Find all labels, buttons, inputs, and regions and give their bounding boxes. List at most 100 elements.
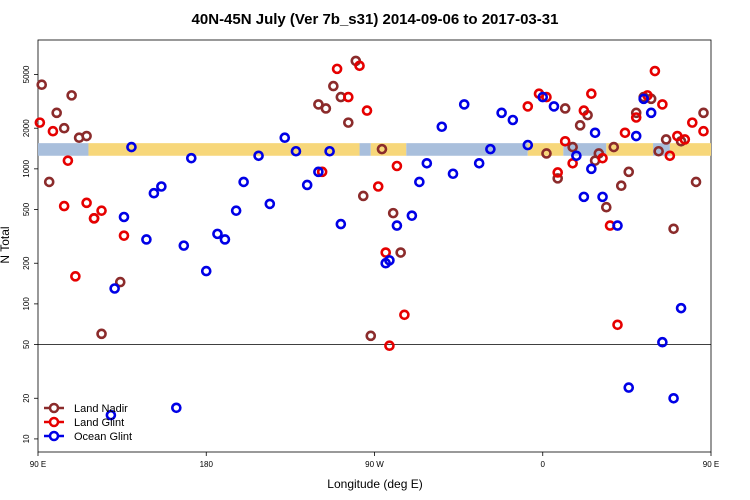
point-ocean-glint — [290, 145, 302, 157]
point-ocean-glint — [571, 150, 582, 162]
y-tick-label: 200 — [22, 256, 31, 270]
point-ocean-glint — [313, 166, 324, 178]
point-land-nadir — [574, 120, 586, 131]
point-land-nadir — [623, 166, 635, 178]
point-land-glint — [62, 155, 74, 166]
y-tick-label: 5000 — [22, 65, 31, 83]
point-ocean-glint — [118, 211, 130, 223]
point-land-nadir — [653, 145, 664, 157]
point-land-nadir — [81, 130, 92, 142]
point-ocean-glint — [148, 187, 160, 199]
point-ocean-glint — [522, 139, 534, 151]
point-land-glint — [58, 200, 70, 212]
point-land-glint — [343, 91, 354, 103]
y-tick-label: 50 — [22, 340, 31, 349]
point-land-glint — [372, 181, 384, 192]
point-land-nadir — [608, 141, 620, 153]
point-land-glint — [380, 247, 392, 258]
point-land-glint — [354, 60, 365, 72]
y-tick-label: 20 — [22, 393, 31, 402]
point-land-glint — [70, 271, 81, 282]
point-land-glint — [586, 88, 597, 100]
point-land-glint — [578, 105, 590, 116]
band-segment-ocean — [406, 143, 528, 156]
x-tick-label: 90 E — [30, 460, 46, 469]
point-land-glint — [657, 99, 668, 110]
point-land-nadir — [365, 330, 377, 342]
y-axis: 10 20 50 100 200 500 1000 2000 5000 — [22, 65, 38, 443]
legend-entry-land-nadir: Land Nadir — [44, 402, 128, 415]
legend-entry-ocean-glint: Ocean Glint — [44, 430, 132, 443]
point-land-glint — [361, 105, 373, 116]
y-tick-label: 100 — [22, 297, 31, 311]
point-ocean-glint — [537, 91, 549, 103]
point-ocean-glint — [279, 132, 291, 144]
point-ocean-glint — [597, 191, 608, 203]
point-ocean-glint — [623, 382, 635, 393]
point-land-nadir — [320, 103, 332, 114]
point-ocean-glint — [406, 210, 418, 221]
point-ocean-glint — [171, 402, 182, 414]
point-land-glint — [316, 166, 328, 178]
point-land-glint — [399, 309, 410, 321]
point-land-nadir — [114, 276, 126, 288]
point-ocean-glint — [414, 176, 425, 188]
x-tick-label: 90 E — [703, 460, 719, 469]
band-segment-land — [606, 143, 654, 156]
point-land-nadir — [552, 173, 564, 184]
band-segment-ocean — [359, 143, 371, 156]
y-tick-label: 500 — [22, 202, 31, 216]
point-ocean-glint — [589, 127, 601, 139]
legend-marker-ocean-glint — [48, 430, 60, 442]
point-land-glint — [630, 112, 642, 123]
point-land-nadir — [690, 176, 702, 188]
point-land-glint — [541, 91, 552, 103]
y-tick-label: 2000 — [22, 119, 31, 137]
point-ocean-glint — [126, 141, 137, 153]
point-land-nadir — [96, 328, 107, 340]
point-land-nadir — [559, 103, 571, 114]
point-land-glint — [522, 101, 534, 112]
x-axis-label: Longitude (deg E) — [327, 477, 422, 491]
point-land-nadir — [376, 143, 388, 155]
point-land-glint — [391, 160, 403, 172]
point-ocean-glint — [384, 255, 395, 266]
point-ocean-glint — [264, 198, 276, 210]
point-ocean-glint — [657, 336, 668, 348]
point-land-nadir — [51, 107, 62, 119]
legend-marker-land-glint — [48, 416, 60, 428]
legend-label-land-glint: Land Glint — [74, 417, 124, 429]
point-ocean-glint — [675, 302, 687, 314]
point-land-glint — [47, 125, 59, 137]
point-ocean-glint — [391, 220, 403, 231]
point-ocean-glint — [447, 168, 459, 180]
point-land-glint — [612, 319, 623, 331]
point-land-nadir — [66, 90, 77, 101]
point-ocean-glint — [253, 150, 264, 162]
point-ocean-glint — [200, 265, 212, 277]
point-ocean-glint — [668, 392, 679, 404]
chart-title: 40N-45N July (Ver 7b_s31) 2014-09-06 to … — [192, 11, 559, 28]
point-ocean-glint — [612, 220, 623, 231]
y-axis-label: N Total — [0, 226, 12, 263]
point-ocean-glint — [141, 234, 152, 245]
point-ocean-glint — [230, 205, 242, 216]
x-tick-label: 180 — [200, 460, 214, 469]
point-ocean-glint — [458, 99, 470, 110]
point-land-glint — [384, 340, 395, 352]
point-ocean-glint — [219, 234, 231, 245]
point-land-nadir — [395, 247, 406, 258]
point-land-nadir — [357, 190, 369, 202]
legend-entry-land-glint: Land Glint — [44, 416, 124, 429]
point-land-nadir — [541, 148, 552, 159]
point-ocean-glint — [630, 130, 642, 142]
point-ocean-glint — [436, 121, 448, 133]
point-ocean-glint — [638, 93, 650, 105]
point-land-nadir — [601, 201, 612, 213]
point-land-glint — [559, 135, 571, 147]
legend-marker-land-nadir — [48, 402, 60, 414]
point-land-nadir — [630, 107, 642, 119]
point-land-glint — [679, 134, 691, 145]
point-land-glint — [649, 65, 661, 77]
point-land-glint — [88, 213, 100, 224]
